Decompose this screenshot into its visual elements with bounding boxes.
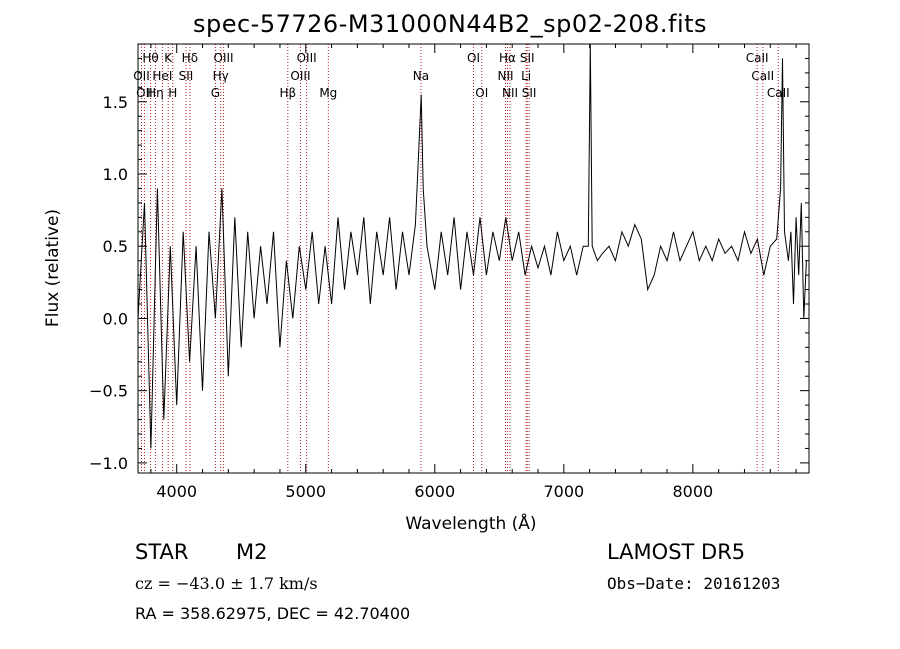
object-class: STAR [135,540,189,564]
plot-frame [137,43,810,474]
line-label: HeI [152,69,172,83]
y-tick-label: −1.0 [89,454,128,473]
line-label: NII [497,69,513,83]
line-label: NII [502,86,518,100]
line-label: Mg [319,86,337,100]
line-label: Hγ [213,69,229,83]
line-label: Li [521,69,531,83]
line-label: OIII [297,51,317,65]
line-label: Hθ [142,51,158,65]
line-label: CaII [746,51,769,65]
line-markers [140,44,779,473]
x-axis-label: Wavelength (Å) [405,512,536,534]
line-label: CaII [751,69,774,83]
y-tick-label: 0.0 [103,309,128,328]
line-labels: OIIOIIHθHηHeIKHSIIHδGHγOIIIHβOIIIOIIIMgN… [133,51,789,100]
line-label: H [168,86,177,100]
axis-ticks: 4000 5000 6000 7000 8000 −1.0 −0.5 0.0 0.5 1.0 1.5 [89,44,809,501]
y-tick-label: 1.0 [103,165,128,184]
line-label: SII [520,51,535,65]
x-tick-label: 4000 [156,482,197,501]
line-label: Hδ [182,51,198,65]
x-tick-label: 8000 [673,482,714,501]
line-label: K [164,51,173,65]
line-label: OI [467,51,480,65]
line-label: SII [179,69,194,83]
object-subclass: M2 [236,540,268,564]
line-label: OIII [214,51,234,65]
y-tick-label: 0.5 [103,237,128,256]
y-axis-label: Flux (relative) [43,209,63,327]
line-label: SII [522,86,537,100]
chart-title: spec-57726-M31000N44B2_sp02-208.fits [192,10,708,38]
line-label: CaII [767,86,790,100]
x-tick-label: 7000 [543,482,584,501]
line-label: Hβ [279,86,296,100]
line-label: OII [133,69,150,83]
velocity-text: cz = −43.0 ± 1.7 km/s [135,574,318,593]
x-tick-label: 6000 [414,482,455,501]
coordinates-text: RA = 358.62975, DEC = 42.70400 [135,604,411,623]
survey-name: LAMOST DR5 [607,540,746,564]
line-label: G [211,86,220,100]
line-label: Hα [499,51,516,65]
y-tick-label: −0.5 [89,382,128,401]
line-label: OI [475,86,488,100]
line-label: OIII [290,69,310,83]
y-tick-label: 1.5 [103,93,128,112]
line-label: Hη [147,86,164,100]
spectrum-line [137,43,807,449]
x-tick-label: 5000 [285,482,326,501]
line-label: OII [136,86,153,100]
obs-date-text: Obs−Date: 20161203 [607,574,781,593]
line-label: Na [413,69,429,83]
